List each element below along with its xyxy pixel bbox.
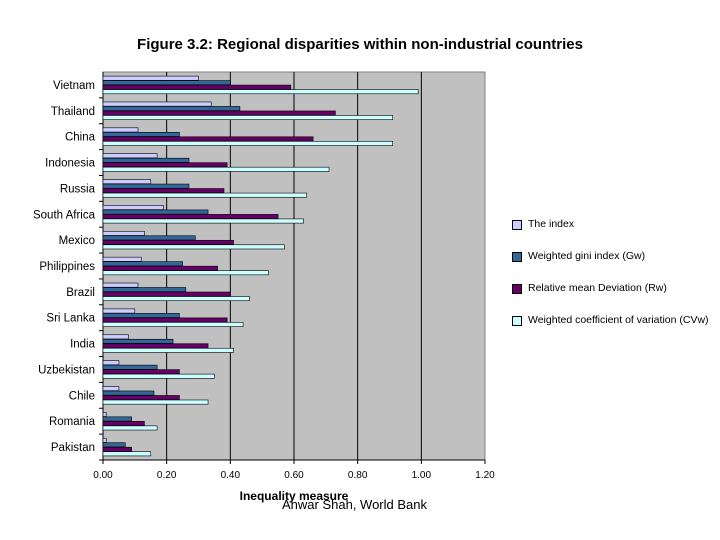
bar [102,386,120,391]
category-label: Sri Lanka [46,313,95,325]
bar [102,347,234,353]
bar [102,153,158,159]
bar [102,256,142,262]
legend-swatch-rmd [512,284,522,294]
bar [102,101,212,107]
bar [102,425,158,431]
legend-label-cv: Weighted coefficient of variation (CVw) [528,314,709,326]
bar [102,106,241,111]
bar [102,89,419,95]
legend-item-rmd: Relative mean Deviation (Rw) [512,282,712,295]
bar [102,412,107,417]
bar [102,179,152,185]
bar [102,360,120,366]
credit-text: Anwar Shah, World Bank [282,497,427,512]
legend-label-gini: Weighted gini index (Gw) [528,250,646,262]
bar [102,343,209,349]
bar [102,244,285,250]
bar [102,115,393,120]
category-label: Thailand [51,106,95,118]
bar [102,183,190,189]
bar [102,84,292,90]
bar [102,364,158,370]
bar [102,451,152,457]
category-label: Uzbekistan [38,364,95,376]
legend-swatch-theil [512,220,522,230]
category-label: Vietnam [53,80,95,92]
bar [102,437,107,443]
bar [102,141,393,146]
chart-title: Figure 3.2: Regional disparities within … [137,36,583,53]
bar [102,261,183,267]
category-label: China [65,132,96,144]
category-label: Indonesia [45,158,95,170]
bar [102,296,250,302]
bar [102,308,136,314]
bar [102,322,244,327]
bar [102,313,180,318]
bar [102,192,308,198]
bar [102,209,209,215]
bar [102,214,279,219]
bar [102,317,228,323]
legend-swatch-gini [512,252,522,262]
x-tick-label: 1.00 [412,470,432,481]
x-tick-label: 0.60 [284,470,304,481]
category-label: Brazil [66,287,95,299]
bar [102,373,215,379]
bar [102,132,180,137]
legend-item-cv: Weighted coefficient of variation (CVw) [512,314,712,327]
category-label: Romania [49,416,96,428]
legend-label-theil: The index [528,218,575,230]
bar [102,218,304,224]
bar [102,442,126,448]
bar [102,205,164,210]
bar [102,235,196,241]
x-tick-label: 0.40 [221,470,241,481]
bar [102,282,139,288]
legend-label-rmd: Relative mean Deviation (Rw) [528,282,667,294]
x-tick-label: 0.20 [157,470,177,481]
x-tick-label: 1.20 [475,470,495,481]
legend-item-gini: Weighted gini index (Gw) [512,250,712,263]
bar [102,157,190,163]
bar [102,334,129,340]
category-label: India [70,339,96,351]
legend-swatch-cv [512,316,522,326]
category-label: Chile [69,390,95,402]
bar [102,270,269,276]
bar [102,127,139,133]
bar [102,369,180,375]
legend: The index Weighted gini index (Gw) Relat… [512,218,712,346]
bar [102,395,180,400]
bar [102,230,145,236]
category-label: Pakistan [51,442,95,454]
bar [102,239,234,245]
bar [102,416,132,422]
bar [102,338,174,344]
bar [102,162,228,168]
bar [102,421,145,426]
category-label: South Africa [33,209,96,221]
x-axis-label: Inequality measure [240,489,349,503]
x-tick-label: 0.80 [348,470,368,481]
bar [102,399,209,405]
bar [102,287,187,293]
bar [102,80,231,86]
bar [102,166,330,172]
bar [102,110,336,116]
category-label: Philippines [39,261,95,273]
legend-item-theil: The index [512,218,712,231]
bar [102,446,132,452]
category-label: Russia [60,183,96,195]
bar [102,136,314,142]
bar [102,75,199,81]
x-tick-label: 0.00 [93,470,113,481]
bar [102,265,218,271]
category-label: Mexico [59,235,95,247]
bar [102,390,155,396]
bar [102,188,225,194]
bar [102,291,231,297]
